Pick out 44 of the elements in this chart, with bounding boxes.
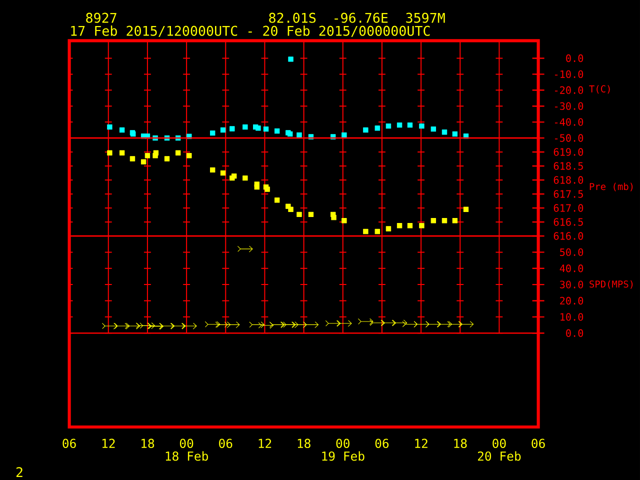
x2-tick-label: 20 Feb (478, 451, 521, 461)
y-tick-label: 0.0 (566, 329, 584, 337)
x-tick-label: 18 (454, 438, 467, 448)
y-tick-label: 30.0 (560, 280, 584, 288)
x-tick-label: 12 (415, 438, 428, 448)
text: 2 (16, 467, 22, 477)
y-axis-title: SPD(MPS) (590, 280, 633, 289)
y-tick-label: 616.0 (554, 232, 584, 240)
x-tick-label: 00 (180, 438, 194, 448)
y-tick-label: 619.0 (554, 148, 584, 156)
x-tick-label: 12 (258, 438, 272, 448)
y-tick-label: 617.5 (554, 190, 583, 198)
y-tick-label: -40.0 (554, 118, 584, 126)
y-tick-label: -10.0 (554, 70, 584, 78)
x-tick-label: 12 (102, 438, 115, 448)
y-tick-label: 50.0 (560, 248, 584, 256)
x-tick-label: 18 (298, 438, 310, 448)
x-tick-label: 18 (142, 438, 154, 448)
x2-tick-label: 19 Feb (322, 451, 364, 461)
y-tick-label: 0.0 (566, 54, 584, 62)
text: -96.76E (334, 12, 388, 23)
x-tick-label: 06 (62, 438, 76, 448)
y-tick-label: 618.0 (554, 176, 584, 184)
y-tick-label: 617.0 (554, 204, 584, 212)
y-tick-label: 40.0 (560, 264, 584, 272)
x-tick-label: 00 (492, 438, 506, 448)
y-tick-label: 20.0 (560, 296, 584, 305)
x-tick-label: 06 (219, 438, 232, 448)
y-axis-title: T(C) (589, 85, 610, 94)
y-tick-label: 616.5 (554, 218, 583, 226)
x-tick-label: 06 (375, 438, 389, 448)
text: 82.01S (269, 12, 316, 23)
y-tick-label: -50.0 (554, 134, 584, 142)
y-axis-title: Pre (mb) (590, 182, 633, 192)
y-tick-label: 10.0 (560, 313, 584, 321)
y-tick-label: 618.5 (554, 162, 583, 170)
text: 3597M (406, 12, 445, 23)
y-tick-label: -30.0 (554, 102, 584, 110)
x-tick-label: 06 (532, 438, 545, 448)
chart-title: 8927 (86, 12, 116, 23)
chart-subtitle: 17 Feb 2015/120000UTC - 20 Feb 2015/000000UTC (71, 26, 430, 37)
y-tick-label: -20.0 (554, 86, 584, 94)
x2-tick-label: 18 Feb (166, 451, 208, 461)
x-tick-label: 00 (336, 438, 350, 448)
